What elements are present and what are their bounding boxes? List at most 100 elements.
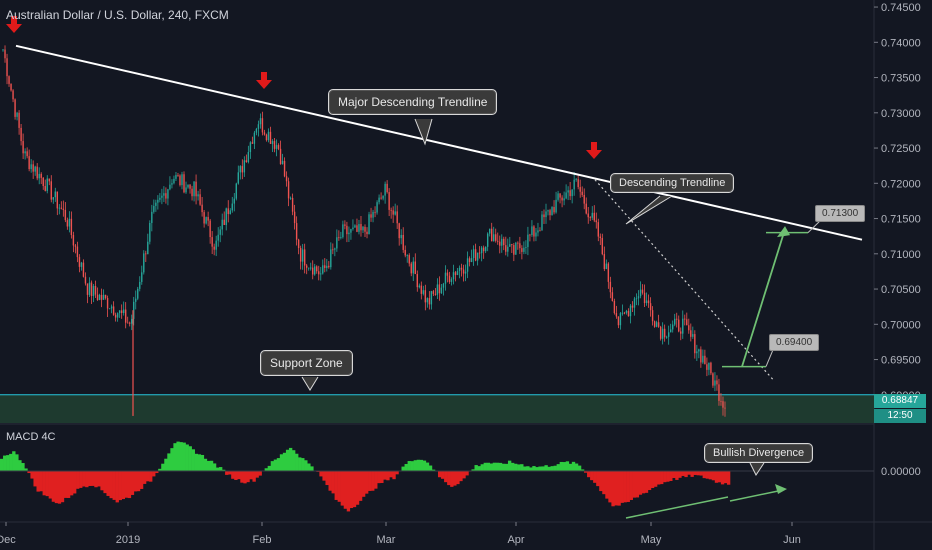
time-tick-label: Apr xyxy=(507,534,524,546)
macd-bar xyxy=(584,471,588,473)
candle-body xyxy=(301,249,304,262)
candle-body xyxy=(478,252,481,254)
candle-body xyxy=(263,132,266,135)
macd-bar xyxy=(693,471,697,475)
macd-bar xyxy=(489,463,494,471)
candle-body xyxy=(442,283,445,288)
candle-body xyxy=(64,209,67,221)
macd-bar xyxy=(547,466,551,471)
high-marker-arrow xyxy=(6,16,22,33)
candle-body xyxy=(179,175,181,186)
macd-bar xyxy=(678,471,682,478)
macd-bar xyxy=(726,471,731,485)
candle-body xyxy=(205,217,207,224)
macd-bar xyxy=(94,471,98,488)
macd-bar xyxy=(69,471,74,496)
macd-bar xyxy=(161,463,165,471)
candle-body xyxy=(287,181,290,199)
candle-body xyxy=(2,49,4,51)
candle-body xyxy=(60,207,63,209)
candle-body xyxy=(672,324,674,330)
candle-body xyxy=(577,179,579,188)
candle-body xyxy=(599,236,602,238)
macd-bar xyxy=(477,466,481,471)
macd-bar xyxy=(596,471,600,487)
candle-body xyxy=(396,211,398,224)
macd-bar xyxy=(215,467,220,471)
candle-body xyxy=(573,179,575,190)
candle-body xyxy=(400,234,402,239)
macd-bar xyxy=(106,471,110,496)
macd-bar xyxy=(295,453,299,471)
candle-body xyxy=(88,282,91,295)
divergence-arrow-shaft xyxy=(729,489,784,502)
time-tick-label: Dec xyxy=(0,534,16,546)
macd-divergence-line xyxy=(625,496,729,519)
candle-body xyxy=(368,214,370,235)
macd-bar xyxy=(133,471,138,492)
candle-body xyxy=(54,191,56,198)
candle-body xyxy=(460,267,463,270)
candle-body xyxy=(398,223,400,239)
candle-body xyxy=(609,281,612,293)
candle-body xyxy=(100,294,103,300)
macd-bar xyxy=(684,471,688,478)
candle-body xyxy=(714,380,716,386)
candle-body xyxy=(124,309,127,323)
macd-bar xyxy=(653,471,658,487)
macd-bar xyxy=(273,459,278,471)
macd-bar xyxy=(587,471,591,478)
candle-body xyxy=(173,178,175,184)
macd-bar xyxy=(407,461,411,471)
macd-bar xyxy=(717,471,722,483)
candle-body xyxy=(454,272,457,275)
macd-bar xyxy=(319,471,323,477)
candle-body xyxy=(167,189,169,199)
candle-body xyxy=(203,212,205,224)
macd-bar xyxy=(63,471,68,498)
candle-body xyxy=(358,224,360,232)
candle-body xyxy=(684,318,686,320)
candle-body xyxy=(631,305,634,308)
candle-body xyxy=(394,211,396,215)
macd-bar xyxy=(425,462,430,471)
macd-bar xyxy=(526,466,530,471)
candle-body xyxy=(426,298,429,303)
macd-bar xyxy=(580,469,585,471)
candle-body xyxy=(633,298,636,308)
candle-body xyxy=(114,314,117,318)
macd-bar xyxy=(638,471,643,495)
candle-body xyxy=(694,334,696,354)
price-tick-label: 0.73000 xyxy=(881,108,921,120)
macd-bar xyxy=(264,468,268,471)
candle-body xyxy=(116,313,119,318)
macd-bar xyxy=(404,463,408,471)
candle-body xyxy=(619,313,622,326)
candle-body xyxy=(261,118,264,133)
candle-body xyxy=(525,247,527,248)
candle-body xyxy=(92,285,95,297)
candle-body xyxy=(251,142,254,144)
candle-body xyxy=(131,318,133,324)
candle-body xyxy=(159,197,161,200)
candle-body xyxy=(404,249,406,256)
candle-body xyxy=(436,284,439,295)
macd-bar xyxy=(650,471,655,489)
macd-bar xyxy=(681,471,685,476)
candle-body xyxy=(601,237,604,255)
macd-bar xyxy=(675,471,679,480)
candle-body xyxy=(702,355,704,363)
macd-bar xyxy=(599,471,603,492)
candle-body xyxy=(696,351,698,354)
candle-body xyxy=(303,249,306,266)
descending-trendline-callout: Descending Trendline xyxy=(610,173,735,193)
macd-bar xyxy=(9,453,13,471)
candle-body xyxy=(482,247,485,252)
macd-bar xyxy=(523,466,527,471)
candle-body xyxy=(225,208,227,226)
macd-bar xyxy=(361,471,366,497)
candle-body xyxy=(330,249,332,268)
candle-body xyxy=(593,212,595,221)
candle-body xyxy=(68,218,71,227)
candle-body xyxy=(613,300,616,314)
